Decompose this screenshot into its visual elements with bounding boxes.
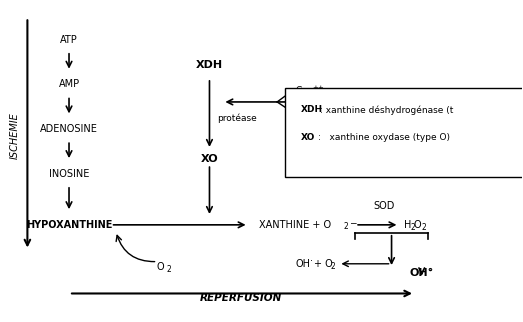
- Text: ATP: ATP: [60, 35, 78, 45]
- Text: ISCHEMIE: ISCHEMIE: [9, 112, 19, 159]
- Text: O: O: [156, 262, 164, 272]
- Text: 2: 2: [166, 265, 171, 274]
- Text: 2: 2: [330, 262, 335, 271]
- Text: :   xanthine oxydase (type O): : xanthine oxydase (type O): [318, 133, 450, 142]
- Text: XO: XO: [301, 133, 315, 142]
- Text: 2: 2: [411, 223, 416, 232]
- Text: protéase: protéase: [217, 113, 257, 123]
- FancyBboxPatch shape: [285, 88, 523, 177]
- Text: + O: + O: [313, 259, 332, 269]
- Text: OH: OH: [295, 259, 310, 269]
- Text: −: −: [349, 218, 356, 227]
- Text: 2: 2: [421, 223, 426, 232]
- Text: H: H: [404, 220, 411, 230]
- Text: XANTHINE + O: XANTHINE + O: [259, 220, 331, 230]
- Text: XDH: XDH: [301, 105, 323, 114]
- Text: HYPOXANTHINE: HYPOXANTHINE: [26, 220, 112, 230]
- Text: : xanthine déshydrogénase (t: : xanthine déshydrogénase (t: [320, 105, 453, 115]
- Text: ++: ++: [312, 85, 324, 91]
- Text: AMP: AMP: [59, 80, 79, 90]
- Text: 2: 2: [344, 222, 348, 231]
- Text: ·: ·: [311, 257, 313, 267]
- Text: SOD: SOD: [373, 201, 394, 211]
- Text: Calmoduline: Calmoduline: [295, 107, 352, 116]
- Text: XO: XO: [201, 155, 218, 165]
- Text: XDH: XDH: [196, 60, 223, 70]
- Text: O: O: [414, 220, 422, 230]
- Text: Ca: Ca: [295, 86, 307, 95]
- Text: ADENOSINE: ADENOSINE: [40, 124, 98, 134]
- Text: REPERFUSION: REPERFUSION: [200, 293, 282, 303]
- Text: INOSINE: INOSINE: [49, 169, 89, 179]
- Text: OH°: OH°: [410, 268, 434, 278]
